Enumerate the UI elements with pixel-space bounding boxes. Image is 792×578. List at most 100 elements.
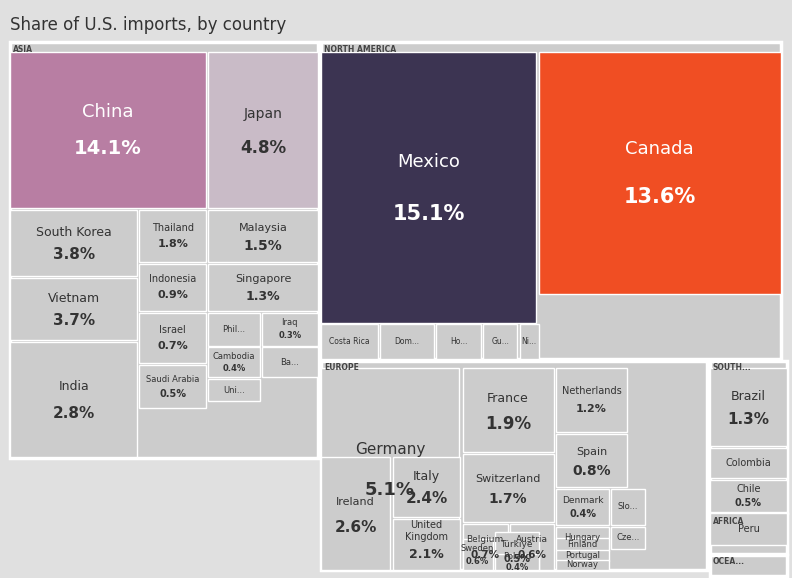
Bar <box>556 527 609 549</box>
Text: Malaysia: Malaysia <box>238 223 287 233</box>
Text: Austria: Austria <box>516 535 548 544</box>
Bar <box>208 264 318 311</box>
Text: Türkiye: Türkiye <box>501 540 533 549</box>
Text: 2.1%: 2.1% <box>409 548 444 561</box>
Text: Uni...: Uni... <box>223 386 245 395</box>
Text: 0.4%: 0.4% <box>569 509 596 519</box>
Bar <box>139 313 206 363</box>
Text: Ho...: Ho... <box>450 337 467 346</box>
Text: Denmark: Denmark <box>562 496 604 505</box>
Text: Thailand: Thailand <box>151 223 194 233</box>
Text: 3.7%: 3.7% <box>52 313 95 328</box>
Bar <box>556 538 609 551</box>
Text: 13.6%: 13.6% <box>623 187 696 208</box>
Bar <box>262 313 318 346</box>
Text: Dom...: Dom... <box>394 337 420 346</box>
Text: Peru: Peru <box>737 524 760 534</box>
Bar <box>495 532 539 570</box>
Bar <box>710 448 787 478</box>
Bar <box>139 365 206 408</box>
Text: 0.6%: 0.6% <box>517 550 546 560</box>
Text: Colombia: Colombia <box>725 458 771 468</box>
Text: 0.5%: 0.5% <box>735 498 762 507</box>
Text: 1.3%: 1.3% <box>727 412 770 427</box>
Bar <box>208 210 318 262</box>
Text: Poland: Poland <box>503 553 531 561</box>
Bar <box>463 539 493 570</box>
Text: Canada: Canada <box>626 140 694 158</box>
Text: Slo...: Slo... <box>618 502 638 512</box>
Text: 2.6%: 2.6% <box>334 520 377 535</box>
Text: 0.6%: 0.6% <box>466 557 489 566</box>
Bar <box>710 555 787 576</box>
Text: Belgium: Belgium <box>466 535 504 544</box>
Text: Phil...: Phil... <box>223 325 246 334</box>
Bar <box>520 324 539 359</box>
Bar <box>710 514 787 554</box>
Bar <box>208 379 260 401</box>
Text: Vietnam: Vietnam <box>48 292 100 306</box>
Bar <box>710 513 787 545</box>
Text: Cambodia: Cambodia <box>213 351 255 361</box>
Text: 0.5%: 0.5% <box>503 554 531 564</box>
Text: Sweden: Sweden <box>461 544 494 553</box>
Bar <box>139 264 206 311</box>
Text: 1.5%: 1.5% <box>244 239 282 253</box>
Text: France: France <box>487 392 529 405</box>
Text: OCEA...: OCEA... <box>713 557 744 566</box>
Bar <box>380 324 434 359</box>
Text: 0.9%: 0.9% <box>158 290 188 300</box>
Text: 14.1%: 14.1% <box>74 139 142 158</box>
Bar <box>556 550 609 561</box>
Text: Cze...: Cze... <box>616 533 640 542</box>
Bar <box>710 361 787 513</box>
Text: Norway: Norway <box>566 561 599 569</box>
Bar <box>139 210 206 262</box>
Text: Brazil: Brazil <box>731 390 766 402</box>
Text: 4.8%: 4.8% <box>240 139 286 157</box>
Text: United
Kingdom: United Kingdom <box>405 520 448 542</box>
Text: 0.7%: 0.7% <box>470 550 500 560</box>
Text: 0.7%: 0.7% <box>158 341 188 351</box>
Text: 1.2%: 1.2% <box>577 404 607 414</box>
Text: Ni...: Ni... <box>521 337 537 346</box>
Bar <box>10 42 318 458</box>
Bar <box>10 342 137 457</box>
Text: 1.7%: 1.7% <box>489 492 527 506</box>
Text: Netherlands: Netherlands <box>562 386 622 396</box>
Text: Singapore: Singapore <box>234 275 291 284</box>
Bar <box>10 278 137 340</box>
Text: India: India <box>59 380 89 392</box>
Bar <box>393 519 460 570</box>
Text: 0.3%: 0.3% <box>278 331 302 340</box>
Bar <box>208 347 260 377</box>
Text: Finland: Finland <box>567 540 598 549</box>
Bar <box>10 52 206 208</box>
Bar <box>495 554 539 570</box>
Text: Chile: Chile <box>737 484 760 494</box>
Bar <box>710 480 787 512</box>
Text: 0.5%: 0.5% <box>159 389 186 399</box>
Text: Saudi Arabia: Saudi Arabia <box>146 375 200 384</box>
Bar <box>10 210 137 276</box>
Text: Japan: Japan <box>243 107 283 121</box>
Bar <box>208 52 318 208</box>
Text: Indonesia: Indonesia <box>149 275 196 284</box>
Text: Share of U.S. imports, by country: Share of U.S. imports, by country <box>10 16 287 34</box>
Text: Iraq: Iraq <box>282 318 298 327</box>
Text: 0.8%: 0.8% <box>573 464 611 477</box>
Text: Costa Rica: Costa Rica <box>329 337 370 346</box>
Bar <box>321 361 707 570</box>
Text: 2.8%: 2.8% <box>52 406 95 421</box>
Bar <box>208 313 260 346</box>
Bar <box>556 434 627 487</box>
Bar <box>611 489 645 525</box>
Bar <box>710 368 787 446</box>
Text: Spain: Spain <box>576 447 607 457</box>
Text: South Korea: South Korea <box>36 226 112 239</box>
Text: Portugal: Portugal <box>565 551 600 560</box>
Bar <box>393 457 460 517</box>
Bar <box>463 454 554 522</box>
Text: 3.8%: 3.8% <box>52 247 95 262</box>
Bar <box>321 368 459 570</box>
